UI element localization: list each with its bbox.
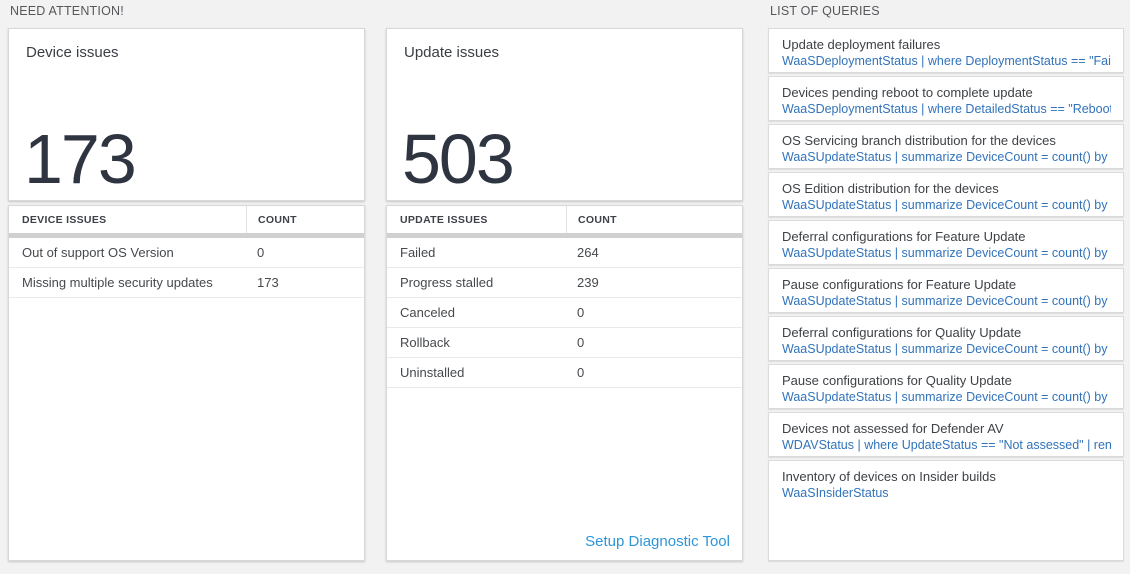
row-label: Failed [400,245,436,260]
query-text-link[interactable]: WaaSInsiderStatus [782,486,889,500]
row-label: Progress stalled [400,275,494,290]
query-list-item[interactable]: Pause configurations for Quality Update … [768,364,1124,409]
query-title: Update deployment failures [782,37,941,52]
queries-list: Update deployment failures WaaSDeploymen… [768,28,1124,561]
row-label: Missing multiple security updates [22,275,213,290]
device-issues-column-header: DEVICE ISSUES [22,213,107,226]
query-title: Pause configurations for Quality Update [782,373,1012,388]
row-count: 0 [577,335,585,350]
query-list-item[interactable]: Devices not assessed for Defender AV WDA… [768,412,1124,457]
update-issues-tile-title: Update issues [404,44,500,61]
query-title: Devices pending reboot to complete updat… [782,85,1033,100]
query-title: OS Edition distribution for the devices [782,181,999,196]
query-list-item[interactable]: Devices pending reboot to complete updat… [768,76,1124,121]
list-of-queries-heading: LIST OF QUERIES [770,4,880,18]
query-list-item[interactable]: OS Edition distribution for the devices … [768,172,1124,217]
row-count: 264 [577,245,599,260]
row-count: 0 [257,245,265,260]
table-row[interactable]: Rollback 0 [387,328,742,358]
query-title: OS Servicing branch distribution for the… [782,133,1056,148]
query-text-link[interactable]: WaaSUpdateStatus | summarize DeviceCount… [782,150,1111,164]
row-count: 0 [577,365,585,380]
header-separator-bar [387,233,742,238]
update-issues-tile[interactable]: Update issues 503 [386,28,743,201]
query-text-link[interactable]: WaaSUpdateStatus | summarize DeviceCount… [782,246,1111,260]
row-count: 173 [257,275,279,290]
row-label: Uninstalled [400,365,465,380]
update-issues-column-header: UPDATE ISSUES [400,213,488,226]
table-row[interactable]: Missing multiple security updates 173 [9,268,364,298]
query-text-link[interactable]: WaaSUpdateStatus | summarize DeviceCount… [782,198,1111,212]
need-attention-heading: NEED ATTENTION! [10,4,124,18]
update-issues-table: UPDATE ISSUES COUNT Failed 264 Progress … [386,205,743,561]
row-label: Out of support OS Version [22,245,174,260]
query-text-link[interactable]: WaaSDeploymentStatus | where DeploymentS… [782,54,1111,68]
row-count: 0 [577,305,585,320]
row-label: Rollback [400,335,450,350]
query-title: Devices not assessed for Defender AV [782,421,1004,436]
table-row[interactable]: Out of support OS Version 0 [9,238,364,268]
setup-diagnostic-tool-link[interactable]: Setup Diagnostic Tool [585,533,730,550]
table-row[interactable]: Failed 264 [387,238,742,268]
table-row[interactable]: Progress stalled 239 [387,268,742,298]
query-text-link[interactable]: WaaSUpdateStatus | summarize DeviceCount… [782,390,1111,404]
device-issues-total: 173 [24,120,137,198]
query-list-item[interactable]: Deferral configurations for Feature Upda… [768,220,1124,265]
count-column-header: COUNT [566,206,742,233]
device-issues-tile-title: Device issues [26,44,119,61]
query-list-item[interactable]: Deferral configurations for Quality Upda… [768,316,1124,361]
query-text-link[interactable]: WaaSDeploymentStatus | where DetailedSta… [782,102,1111,116]
query-text-link[interactable]: WaaSUpdateStatus | summarize DeviceCount… [782,294,1111,308]
row-label: Canceled [400,305,455,320]
row-count: 239 [577,275,599,290]
query-list-item[interactable]: Pause configurations for Feature Update … [768,268,1124,313]
device-table-header-row: DEVICE ISSUES COUNT [9,206,364,233]
query-list-item[interactable]: OS Servicing branch distribution for the… [768,124,1124,169]
table-row[interactable]: Uninstalled 0 [387,358,742,388]
update-issues-total: 503 [402,120,515,198]
table-row[interactable]: Canceled 0 [387,298,742,328]
query-title: Pause configurations for Feature Update [782,277,1017,292]
query-list-item[interactable]: Update deployment failures WaaSDeploymen… [768,28,1124,73]
device-issues-tile[interactable]: Device issues 173 [8,28,365,201]
query-text-link[interactable]: WaaSUpdateStatus | summarize DeviceCount… [782,342,1111,356]
header-separator-bar [9,233,364,238]
query-text-link[interactable]: WDAVStatus | where UpdateStatus == "Not … [782,438,1111,452]
update-table-header-row: UPDATE ISSUES COUNT [387,206,742,233]
query-list-item[interactable]: Inventory of devices on Insider builds W… [768,460,1124,561]
query-title: Deferral configurations for Quality Upda… [782,325,1022,340]
query-title: Inventory of devices on Insider builds [782,469,996,484]
count-column-header: COUNT [246,206,364,233]
query-title: Deferral configurations for Feature Upda… [782,229,1026,244]
device-issues-table: DEVICE ISSUES COUNT Out of support OS Ve… [8,205,365,561]
